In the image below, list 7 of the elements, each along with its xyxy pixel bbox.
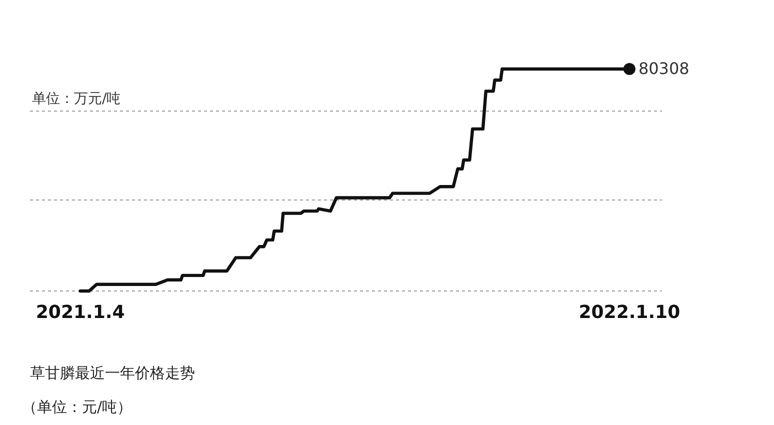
annotation: 80308 [638,59,690,78]
x-tick-label: 2022.1.10 [578,302,680,323]
ref-line: 单位：万元/吨 [30,91,662,112]
text: （单位：元/吨） [22,398,132,416]
x-tick-label: 2021.1.4 [36,302,125,323]
ref-line-label: 单位：万元/吨 [32,91,121,108]
text: 草甘膦最近一年价格走势 [30,364,195,382]
